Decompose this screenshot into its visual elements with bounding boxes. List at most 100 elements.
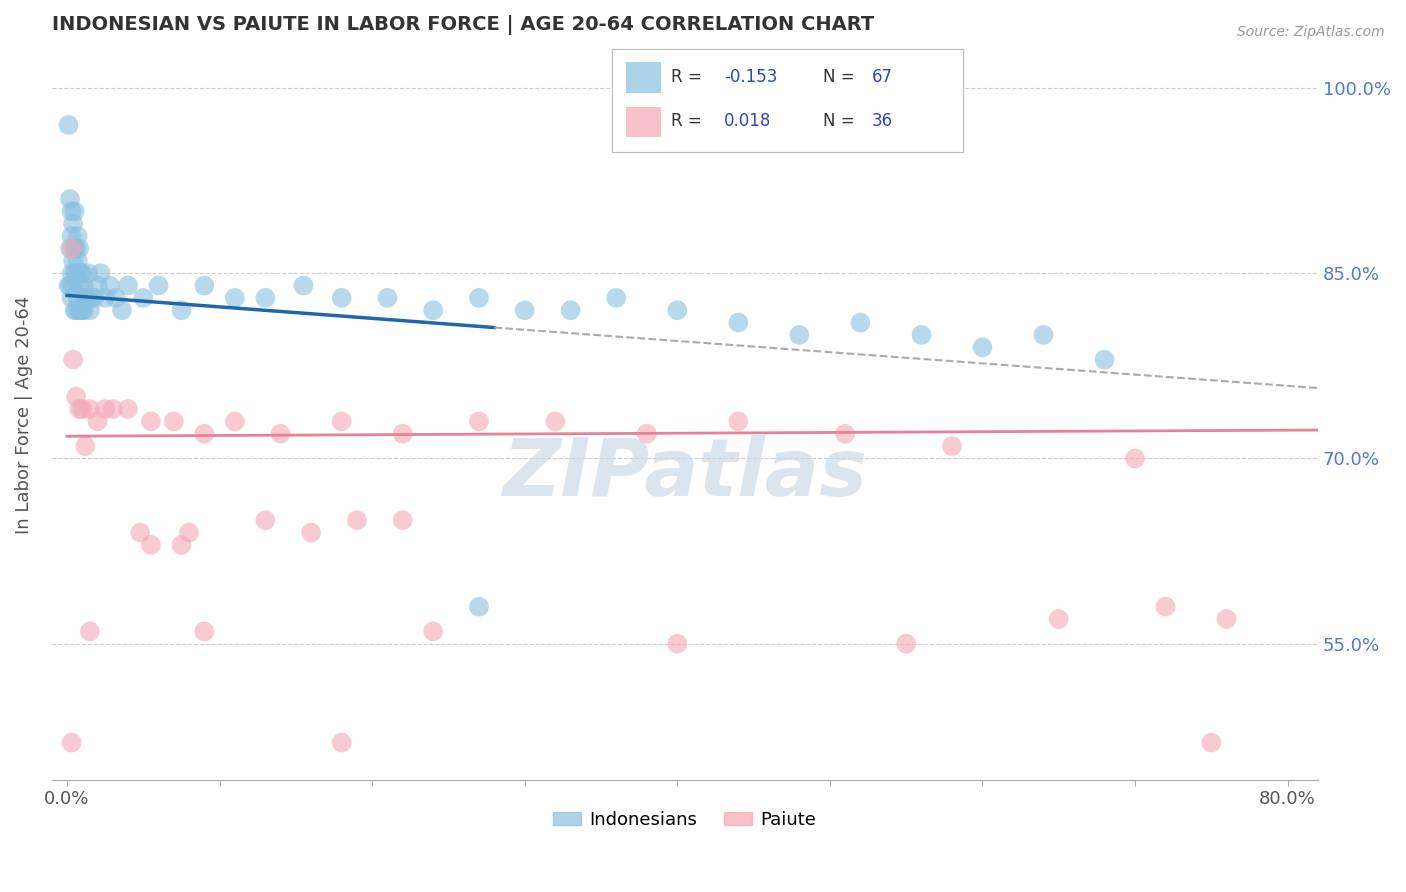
Point [193,426,215,441]
Point [1154,599,1177,614]
Point [63,242,86,256]
Point [79,624,101,639]
Point [79,303,101,318]
Point [834,426,856,441]
Point [73,303,96,318]
Y-axis label: In Labor Force | Age 20-64: In Labor Force | Age 20-64 [15,296,32,534]
Point [62,253,84,268]
Point [63,266,86,280]
Point [59,278,82,293]
Point [422,624,444,639]
Point [60,735,83,749]
Point [58,118,80,132]
Point [65,242,87,256]
Point [254,291,277,305]
Point [63,204,86,219]
Text: -0.153: -0.153 [724,69,778,87]
Point [72,402,94,417]
Point [299,525,322,540]
Point [63,303,86,318]
Point [148,278,170,293]
Point [422,303,444,318]
Text: 67: 67 [872,69,893,87]
Point [90,266,112,280]
Point [224,291,246,305]
Point [58,278,80,293]
Point [72,266,94,280]
Point [513,303,536,318]
Text: 36: 36 [872,112,893,130]
Point [60,266,83,280]
Point [468,291,491,305]
Point [1215,612,1237,626]
Point [69,266,91,280]
Point [193,624,215,639]
Point [60,204,83,219]
Point [330,291,353,305]
Point [132,291,155,305]
Point [468,599,491,614]
Point [86,278,108,293]
Point [605,291,627,305]
Point [98,278,121,293]
Point [75,439,97,453]
Point [1047,612,1070,626]
Legend: Indonesians, Paiute: Indonesians, Paiute [546,804,824,836]
Point [66,229,89,244]
Point [177,525,200,540]
Point [193,278,215,293]
Point [330,735,353,749]
Point [666,303,689,318]
Point [65,390,87,404]
Point [391,513,413,527]
Point [391,426,413,441]
Point [896,637,918,651]
Point [62,278,84,293]
Point [79,402,101,417]
Point [560,303,582,318]
Point [972,340,994,354]
Point [83,291,105,305]
Point [544,414,567,428]
Point [1201,735,1223,749]
Point [75,291,97,305]
Point [139,538,162,552]
Point [111,303,134,318]
Text: Source: ZipAtlas.com: Source: ZipAtlas.com [1237,25,1385,39]
Point [1032,327,1054,342]
Point [67,242,90,256]
Point [72,303,94,318]
Point [80,291,103,305]
Text: ZIPatlas: ZIPatlas [502,434,868,513]
Point [94,291,117,305]
Point [346,513,368,527]
Text: INDONESIAN VS PAIUTE IN LABOR FORCE | AGE 20-64 CORRELATION CHART: INDONESIAN VS PAIUTE IN LABOR FORCE | AG… [52,15,875,35]
Point [224,414,246,428]
Point [1123,451,1146,466]
FancyBboxPatch shape [626,106,661,137]
Point [69,303,91,318]
Point [727,414,749,428]
Point [1094,352,1116,367]
Point [139,414,162,428]
Point [67,303,90,318]
Point [65,303,87,318]
Point [59,192,82,206]
Point [76,291,98,305]
Point [65,266,87,280]
Point [77,266,100,280]
Point [292,278,315,293]
Point [60,242,83,256]
Point [86,414,108,428]
Point [60,291,83,305]
Point [330,414,353,428]
Point [62,352,84,367]
Text: N =: N = [823,112,859,130]
Point [849,316,872,330]
Point [73,278,96,293]
Point [170,538,193,552]
Point [66,291,89,305]
Point [62,217,84,231]
Point [163,414,186,428]
Point [94,402,117,417]
